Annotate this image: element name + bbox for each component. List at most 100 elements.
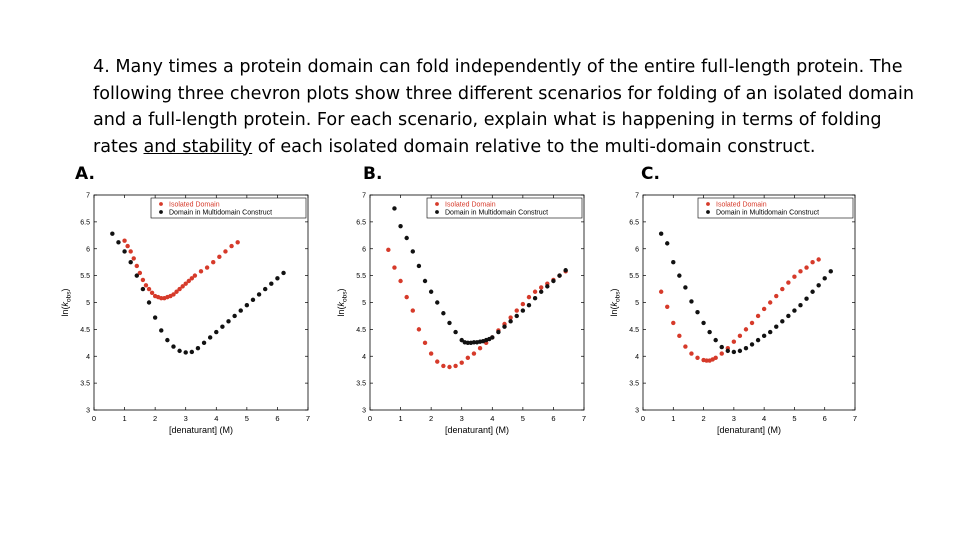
y-tick-label: 5.5 <box>629 273 639 280</box>
y-axis-label: ln(kobs) <box>60 289 73 317</box>
y-tick-label: 4 <box>635 354 639 361</box>
data-point-isolated <box>810 259 815 265</box>
data-point-isolated <box>122 238 127 243</box>
y-tick-label: 3.5 <box>80 381 90 388</box>
x-tick-label: 0 <box>92 414 96 423</box>
data-point-multidomain <box>428 289 434 294</box>
data-point-isolated <box>128 249 133 254</box>
data-point-isolated <box>786 280 791 285</box>
legend-marker <box>706 202 710 206</box>
x-tick-label: 3 <box>732 414 736 423</box>
data-point-multidomain <box>110 231 115 236</box>
data-point-isolated <box>526 294 532 300</box>
y-tick-label: 7 <box>362 193 366 200</box>
data-point-isolated <box>204 265 210 270</box>
data-point-isolated <box>217 254 222 260</box>
data-point-isolated <box>447 364 452 370</box>
data-point-multidomain <box>671 259 676 265</box>
question-text-underlined: and stability <box>143 136 253 157</box>
data-point-multidomain <box>447 320 452 326</box>
legend-marker <box>435 210 439 214</box>
data-point-multidomain <box>496 329 501 335</box>
data-point-multidomain <box>792 308 797 313</box>
data-point-isolated <box>189 276 195 281</box>
y-tick-label: 6.5 <box>80 219 90 226</box>
data-point-multidomain <box>539 289 544 294</box>
data-point-multidomain <box>695 309 700 315</box>
x-tick-label: 4 <box>490 414 494 423</box>
data-point-isolated <box>477 345 483 351</box>
data-point-multidomain <box>471 340 477 345</box>
data-point-multidomain <box>250 297 256 303</box>
data-point-multidomain <box>392 206 397 211</box>
data-point-multidomain <box>220 324 225 329</box>
data-point-multidomain <box>490 335 495 340</box>
data-point-multidomain <box>520 308 526 313</box>
data-point-multidomain <box>410 249 415 254</box>
data-point-isolated <box>459 360 464 365</box>
data-point-multidomain <box>502 324 507 329</box>
data-point-multidomain <box>140 286 146 292</box>
data-point-multidomain <box>275 276 280 281</box>
panel-label-b: B. <box>363 164 383 184</box>
data-point-multidomain <box>232 313 237 319</box>
x-tick-label: 5 <box>792 414 796 423</box>
legend-label: Domain in Multidomain Construct <box>445 210 548 217</box>
panel-label-a: A. <box>75 164 95 184</box>
x-tick-label: 3 <box>184 414 188 423</box>
data-point-multidomain <box>563 268 568 273</box>
data-point-multidomain <box>683 285 688 290</box>
data-point-isolated <box>539 285 544 290</box>
data-point-isolated <box>520 301 526 307</box>
data-point-isolated <box>465 355 471 361</box>
data-point-isolated <box>713 355 718 361</box>
data-point-isolated <box>137 270 143 276</box>
question-text-part1: 4. Many times a protein domain can fold … <box>93 57 915 157</box>
data-point-multidomain <box>725 348 730 354</box>
y-tick-label: 4.5 <box>356 327 366 334</box>
data-point-isolated <box>441 363 446 369</box>
legend-marker <box>159 210 163 214</box>
data-point-multidomain <box>658 231 664 236</box>
data-point-multidomain <box>689 299 694 304</box>
panel-label-c: C. <box>641 164 660 184</box>
data-point-isolated <box>211 259 216 265</box>
data-point-multidomain <box>281 270 286 276</box>
y-tick-label: 5 <box>635 300 639 307</box>
data-point-multidomain <box>122 249 127 254</box>
data-point-multidomain <box>269 281 274 286</box>
data-point-multidomain <box>238 308 243 313</box>
legend-marker <box>435 202 439 206</box>
data-point-multidomain <box>749 342 755 347</box>
y-tick-label: 3 <box>362 408 366 415</box>
data-point-isolated <box>532 289 538 294</box>
data-point-isolated <box>768 300 773 305</box>
data-point-isolated <box>816 257 821 262</box>
data-point-multidomain <box>532 296 538 301</box>
data-point-multidomain <box>786 313 791 319</box>
data-point-multidomain <box>707 329 712 335</box>
y-tick-label: 3.5 <box>629 381 639 388</box>
data-point-isolated <box>435 359 440 364</box>
x-tick-label: 5 <box>245 414 249 423</box>
y-tick-label: 6.5 <box>356 219 366 226</box>
data-point-isolated <box>398 278 403 284</box>
x-tick-label: 2 <box>153 414 157 423</box>
x-tick-label: 7 <box>582 414 586 423</box>
data-point-isolated <box>198 269 204 274</box>
data-point-isolated <box>140 277 146 283</box>
data-point-isolated <box>146 286 152 292</box>
data-point-isolated <box>392 265 397 270</box>
y-tick-label: 5.5 <box>356 273 366 280</box>
x-tick-label: 4 <box>214 414 218 423</box>
x-tick-label: 2 <box>429 414 433 423</box>
data-point-multidomain <box>171 344 176 349</box>
data-point-isolated <box>404 294 409 300</box>
data-point-multidomain <box>828 269 833 274</box>
data-point-isolated <box>134 263 139 269</box>
data-point-multidomain <box>201 340 207 346</box>
data-point-isolated <box>804 265 809 270</box>
data-point-multidomain <box>244 302 250 308</box>
data-point-multidomain <box>189 349 195 355</box>
